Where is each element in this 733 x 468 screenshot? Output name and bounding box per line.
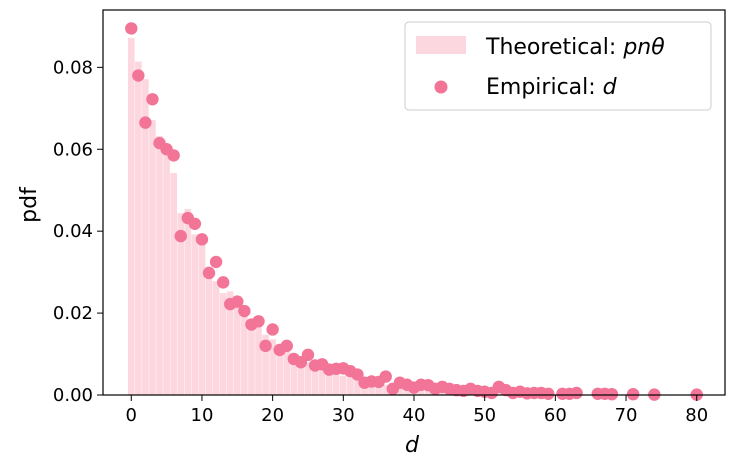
theoretical-bar — [304, 362, 312, 395]
x-axis-label: d — [405, 433, 420, 458]
empirical-point — [266, 323, 279, 336]
empirical-point — [626, 387, 640, 401]
empirical-point — [139, 116, 152, 129]
y-tick-label: 0.08 — [53, 57, 93, 78]
theoretical-bar — [297, 358, 305, 395]
empirical-point — [146, 93, 159, 106]
theoretical-bar — [290, 355, 298, 395]
empirical-point — [202, 266, 216, 280]
theoretical-bar — [283, 351, 291, 395]
x-tick-label: 0 — [126, 405, 137, 426]
theoretical-bar — [318, 368, 326, 395]
empirical-point — [231, 295, 244, 308]
empirical-point — [351, 368, 364, 381]
theoretical-bar — [495, 392, 503, 395]
y-axis-ticks: 0.00 0.02 0.04 0.06 0.08 — [53, 57, 103, 406]
theoretical-bar — [219, 293, 227, 395]
legend-theoretical-symbol: pnθ — [622, 35, 665, 60]
theoretical-bar — [255, 326, 262, 395]
empirical-point — [216, 276, 230, 289]
theoretical-bar — [417, 389, 425, 395]
legend-swatch-theoretical — [416, 36, 466, 54]
legend: Theoretical: pnθ Empirical: d — [404, 21, 712, 111]
theoretical-bar — [163, 147, 170, 395]
empirical-point — [259, 339, 272, 353]
empirical-point — [542, 387, 555, 400]
empirical-point — [280, 339, 293, 353]
empirical-point — [132, 69, 145, 82]
theoretical-bar — [396, 386, 404, 395]
theoretical-bar — [226, 291, 234, 395]
empirical-point — [125, 22, 138, 35]
empirical-point — [167, 149, 180, 162]
empirical-point — [209, 255, 223, 269]
legend-empirical-prefix: Empirical — [486, 75, 588, 100]
theoretical-bar — [269, 339, 276, 395]
theoretical-bar — [382, 384, 390, 395]
y-tick-label: 0.04 — [53, 221, 93, 242]
theoretical-bar — [311, 365, 319, 395]
theoretical-bar — [135, 61, 142, 395]
x-tick-label: 50 — [473, 405, 496, 426]
theoretical-bar — [339, 375, 347, 395]
empirical-point — [195, 233, 209, 246]
empirical-point — [238, 304, 251, 318]
theoretical-bar — [347, 377, 354, 395]
theoretical-bar — [354, 379, 361, 395]
theoretical-bar — [368, 382, 375, 395]
theoretical-bar — [424, 389, 432, 395]
theoretical-bar — [276, 345, 284, 395]
theoretical-bar — [325, 371, 333, 395]
y-tick-label: 0.02 — [53, 303, 93, 324]
empirical-point — [252, 315, 265, 328]
empirical-point — [174, 229, 187, 243]
theoretical-bar — [184, 209, 192, 395]
theoretical-bar — [127, 37, 135, 395]
y-tick-label: 0.00 — [53, 385, 93, 406]
legend-label-theoretical: Theoretical: pnθ — [485, 35, 665, 60]
x-tick-label: 60 — [544, 405, 567, 426]
theoretical-bar — [149, 120, 156, 395]
x-tick-label: 20 — [261, 405, 284, 426]
theoretical-bar — [170, 173, 178, 395]
theoretical-bar — [332, 373, 340, 395]
theoretical-bar — [142, 79, 149, 396]
x-tick-label: 40 — [403, 405, 426, 426]
theoretical-bar — [233, 304, 241, 395]
theoretical-bar — [156, 136, 163, 396]
theoretical-bar — [375, 383, 382, 395]
theoretical-bar — [191, 234, 199, 395]
theoretical-bar — [177, 213, 185, 395]
empirical-point — [605, 387, 619, 401]
legend-box — [404, 21, 712, 111]
y-tick-label: 0.06 — [53, 139, 93, 160]
theoretical-bar — [212, 281, 220, 395]
theoretical-bar — [241, 314, 248, 395]
empirical-point — [188, 217, 202, 230]
x-tick-label: 10 — [191, 405, 214, 426]
y-axis-label: pdf — [17, 186, 42, 223]
theoretical-bar — [403, 387, 411, 395]
theoretical-bar — [198, 241, 206, 395]
legend-empirical-symbol: d — [603, 75, 618, 100]
x-tick-label: 70 — [615, 405, 638, 426]
theoretical-bar — [205, 266, 213, 395]
empirical-point — [301, 348, 315, 362]
empirical-points — [125, 22, 703, 401]
legend-theoretical-prefix: Theoretical — [485, 35, 609, 60]
theoretical-bar — [248, 323, 255, 395]
empirical-point — [570, 386, 583, 400]
legend-label-empirical: Empirical: d — [486, 75, 618, 100]
theoretical-bar — [262, 334, 269, 395]
legend-swatch-empirical — [434, 80, 448, 94]
empirical-point — [379, 370, 392, 383]
x-tick-label: 30 — [332, 405, 355, 426]
x-axis-ticks: 0 10 20 30 40 50 60 70 80 — [126, 395, 708, 426]
x-tick-label: 80 — [685, 405, 708, 426]
